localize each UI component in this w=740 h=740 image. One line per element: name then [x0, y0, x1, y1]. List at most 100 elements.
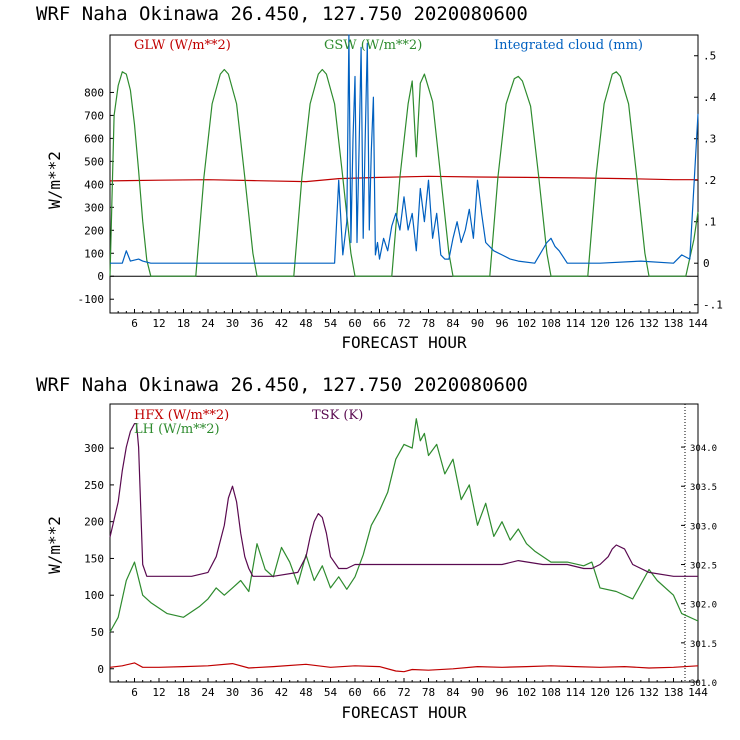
x-tick-label: 48: [299, 317, 312, 330]
legend-gsw: GSW (W/m**2): [324, 38, 422, 53]
x-tick-label: 54: [324, 317, 338, 330]
y2-tick-label: -.1: [703, 299, 723, 312]
x-tick-label: 102: [517, 317, 537, 330]
x-tick-label: 18: [177, 317, 190, 330]
series-line-integrated-cloud: [110, 34, 699, 264]
legend-glw: GLW (W/m**2): [134, 38, 231, 53]
legend-lh: LH (W/m**2): [134, 422, 220, 437]
x-tick-label: 96: [495, 317, 508, 330]
y-tick-label: 700: [84, 109, 104, 122]
x-tick-label: 48: [299, 686, 312, 699]
y2-tick-label: 0: [703, 257, 710, 270]
bottom-x-ticks: 6 12 18 24 30 36 42 48 54 60 66 72 78 84 90 96 102 108 114…: [117, 678, 708, 699]
x-tick-label: 120: [590, 317, 610, 330]
x-tick-label: 138: [664, 317, 684, 330]
y-tick-label: 200: [84, 224, 104, 237]
y-tick-label: 0: [97, 663, 104, 676]
series-line-hfx: [109, 662, 699, 673]
bottom-series: [109, 418, 699, 673]
y2-tick-label: 302.0: [690, 601, 717, 611]
top-y2-ticks: .5 .4 .3 .2 .1 0 -.1: [694, 50, 723, 312]
x-tick-label: 60: [348, 686, 361, 699]
top-x-axis-label: FORECAST HOUR: [341, 333, 467, 352]
y-tick-label: 150: [84, 552, 104, 565]
series-line-glw: [109, 175, 698, 183]
y2-tick-label: .3: [703, 133, 716, 146]
series-line-gsw: [109, 68, 699, 277]
series-line-lh: [109, 418, 699, 633]
x-tick-label: 78: [422, 686, 435, 699]
legend-hfx: HFX (W/m**2): [134, 408, 229, 423]
legend-tsk: TSK (K): [312, 408, 363, 423]
y-tick-label: 100: [84, 247, 104, 260]
x-tick-label: 126: [615, 686, 635, 699]
x-tick-label: 42: [275, 686, 288, 699]
y-tick-label: -100: [78, 293, 105, 306]
x-tick-label: 132: [639, 317, 659, 330]
x-tick-label: 30: [226, 686, 239, 699]
top-chart-title: WRF Naha Okinawa 26.450, 127.750 2020080…: [36, 3, 528, 25]
x-tick-label: 66: [373, 317, 386, 330]
x-tick-label: 12: [152, 686, 165, 699]
y-tick-label: 50: [91, 626, 104, 639]
y-tick-label: 200: [84, 516, 104, 529]
x-tick-label: 144: [688, 317, 708, 330]
y2-tick-label: 301.0: [690, 679, 717, 689]
x-tick-label: 138: [664, 686, 684, 699]
x-tick-label: 114: [566, 686, 586, 699]
x-tick-label: 78: [422, 317, 435, 330]
y-tick-label: 250: [84, 479, 104, 492]
y-tick-label: 600: [84, 132, 104, 145]
bottom-y-axis-label: W/m**2: [45, 516, 64, 574]
x-tick-label: 12: [152, 317, 165, 330]
x-tick-label: 72: [397, 317, 410, 330]
y2-tick-label: .5: [703, 50, 716, 63]
bottom-plot-frame: [109, 403, 699, 683]
x-tick-label: 132: [639, 686, 659, 699]
y-tick-label: 0: [97, 270, 104, 283]
y2-tick-label: 302.5: [690, 562, 717, 572]
legend-integrated-cloud: Integrated cloud (mm): [494, 38, 643, 53]
x-tick-label: 6: [131, 317, 138, 330]
y-tick-label: 400: [84, 178, 104, 191]
x-tick-label: 108: [541, 686, 561, 699]
x-tick-label: 90: [471, 317, 484, 330]
y2-tick-label: 303.0: [690, 522, 717, 532]
y2-tick-label: 303.5: [690, 483, 717, 493]
y-tick-label: 100: [84, 589, 104, 602]
x-tick-label: 102: [517, 686, 537, 699]
y2-tick-label: 304.0: [690, 444, 717, 454]
x-tick-label: 72: [397, 686, 410, 699]
flux-chart: WRF Naha Okinawa 26.450, 127.750 2020080…: [36, 374, 717, 722]
bottom-y-ticks: 0 50 100 150 200 250 300: [84, 442, 114, 676]
x-tick-label: 120: [590, 686, 610, 699]
y-tick-label: 800: [84, 86, 104, 99]
y2-tick-label: 301.5: [690, 640, 717, 650]
top-y-ticks: -100 0 100 200 300 400 500 600 700 800: [78, 86, 114, 306]
y-tick-label: 300: [84, 201, 104, 214]
x-tick-label: 60: [348, 317, 361, 330]
y2-tick-label: .1: [703, 216, 716, 229]
radiation-chart: WRF Naha Okinawa 26.450, 127.750 2020080…: [36, 3, 723, 352]
bottom-y2-ticks: 304.0 303.5 303.0 302.5 302.0 301.5 301.0: [681, 444, 717, 689]
x-tick-label: 114: [566, 317, 586, 330]
top-y-axis-label: W/m**2: [45, 151, 64, 209]
x-tick-label: 90: [471, 686, 484, 699]
x-tick-label: 144: [688, 686, 708, 699]
x-tick-label: 36: [250, 317, 263, 330]
top-series: [109, 34, 699, 277]
x-tick-label: 36: [250, 686, 263, 699]
x-tick-label: 108: [541, 317, 561, 330]
x-tick-label: 24: [201, 686, 215, 699]
y-tick-label: 300: [84, 442, 104, 455]
x-tick-label: 66: [373, 686, 386, 699]
x-tick-label: 42: [275, 317, 288, 330]
bottom-x-axis-label: FORECAST HOUR: [341, 703, 467, 722]
x-tick-label: 54: [324, 686, 338, 699]
x-tick-label: 126: [615, 317, 635, 330]
x-tick-label: 84: [446, 317, 460, 330]
x-tick-label: 6: [131, 686, 138, 699]
top-plot-frame: [109, 34, 699, 314]
y2-tick-label: .4: [703, 91, 717, 104]
x-tick-label: 96: [495, 686, 508, 699]
